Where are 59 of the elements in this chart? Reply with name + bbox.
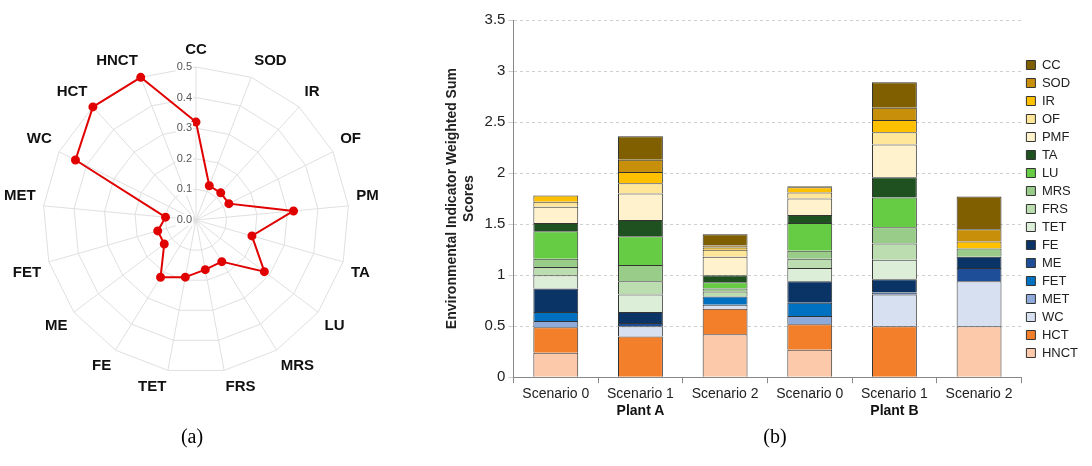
spoke-label: TA — [350, 263, 370, 281]
spoke-label: SOD — [254, 50, 287, 68]
y-tick-label: 1 — [497, 265, 506, 283]
spoke-label: FET — [12, 263, 42, 281]
y-tick-label: 0.2 — [176, 151, 192, 164]
x-tick-label: Scenario 0 — [522, 385, 590, 402]
y-tick-label: 1.5 — [484, 214, 506, 232]
text: Plant A — [616, 402, 665, 419]
text: (b) — [763, 425, 787, 448]
y-tick-label: 0.1 — [176, 182, 192, 195]
legend-label: PMF — [1041, 128, 1070, 144]
legend-label: IR — [1041, 92, 1055, 108]
legend-label: HCT — [1041, 326, 1069, 342]
legend-label: OF — [1041, 110, 1061, 126]
y-tick-label: 0.5 — [484, 316, 506, 334]
text: (a) — [180, 425, 204, 448]
spoke-label: CC — [185, 40, 207, 58]
spoke-label: HNCT — [96, 50, 138, 68]
legend-label: SOD — [1041, 74, 1071, 90]
spoke-label: IR — [304, 82, 320, 100]
x-tick-label: Scenario 1 — [860, 385, 929, 402]
y-tick-label: 3.5 — [484, 10, 506, 28]
y-tick-label: 0.5 — [176, 60, 192, 73]
y-tick-label: 2 — [497, 163, 506, 181]
legend-label: FE — [1041, 236, 1059, 252]
legend-label: TA — [1041, 146, 1058, 162]
spoke-label: LU — [324, 316, 345, 334]
y-tick-label: 0.4 — [176, 90, 192, 103]
legend-label: FRS — [1041, 200, 1069, 216]
spoke-label: WC — [26, 129, 53, 147]
spoke-label: HCT — [56, 82, 88, 100]
x-tick-label: Scenario 0 — [776, 385, 844, 402]
y-tick-label: 0.3 — [176, 121, 192, 134]
legend-label: FET — [1041, 272, 1067, 288]
legend-label: CC — [1041, 56, 1061, 72]
spoke-label: PM — [356, 186, 379, 204]
y-tick-label: 0.0 — [176, 213, 192, 226]
legend-label: TET — [1041, 218, 1067, 234]
spoke-label: ME — [45, 316, 68, 334]
legend-label: HNCT — [1041, 344, 1079, 360]
spoke-label: MRS — [280, 356, 315, 374]
y-tick-label: 2.5 — [484, 112, 506, 130]
y-tick-label: 0 — [497, 367, 506, 385]
legend-label: LU — [1041, 164, 1059, 180]
legend-label: MET — [1041, 290, 1070, 306]
spoke-label: OF — [340, 129, 361, 147]
spoke-label: MET — [3, 186, 36, 204]
spoke-label: TET — [138, 377, 167, 395]
spoke-label: FE — [92, 356, 112, 374]
x-tick-label: Scenario 2 — [691, 385, 759, 402]
text: Plant B — [870, 402, 919, 419]
legend-label: WC — [1041, 308, 1064, 324]
legend-label: MRS — [1041, 182, 1072, 198]
y-axis-title: Environmental Indicator Weighted Sum Scores — [443, 68, 477, 330]
legend-label: ME — [1041, 254, 1062, 270]
spoke-label: FRS — [225, 377, 256, 395]
x-tick-label: Scenario 1 — [606, 385, 675, 402]
y-tick-label: 3 — [497, 61, 506, 79]
x-tick-label: Scenario 2 — [945, 385, 1013, 402]
